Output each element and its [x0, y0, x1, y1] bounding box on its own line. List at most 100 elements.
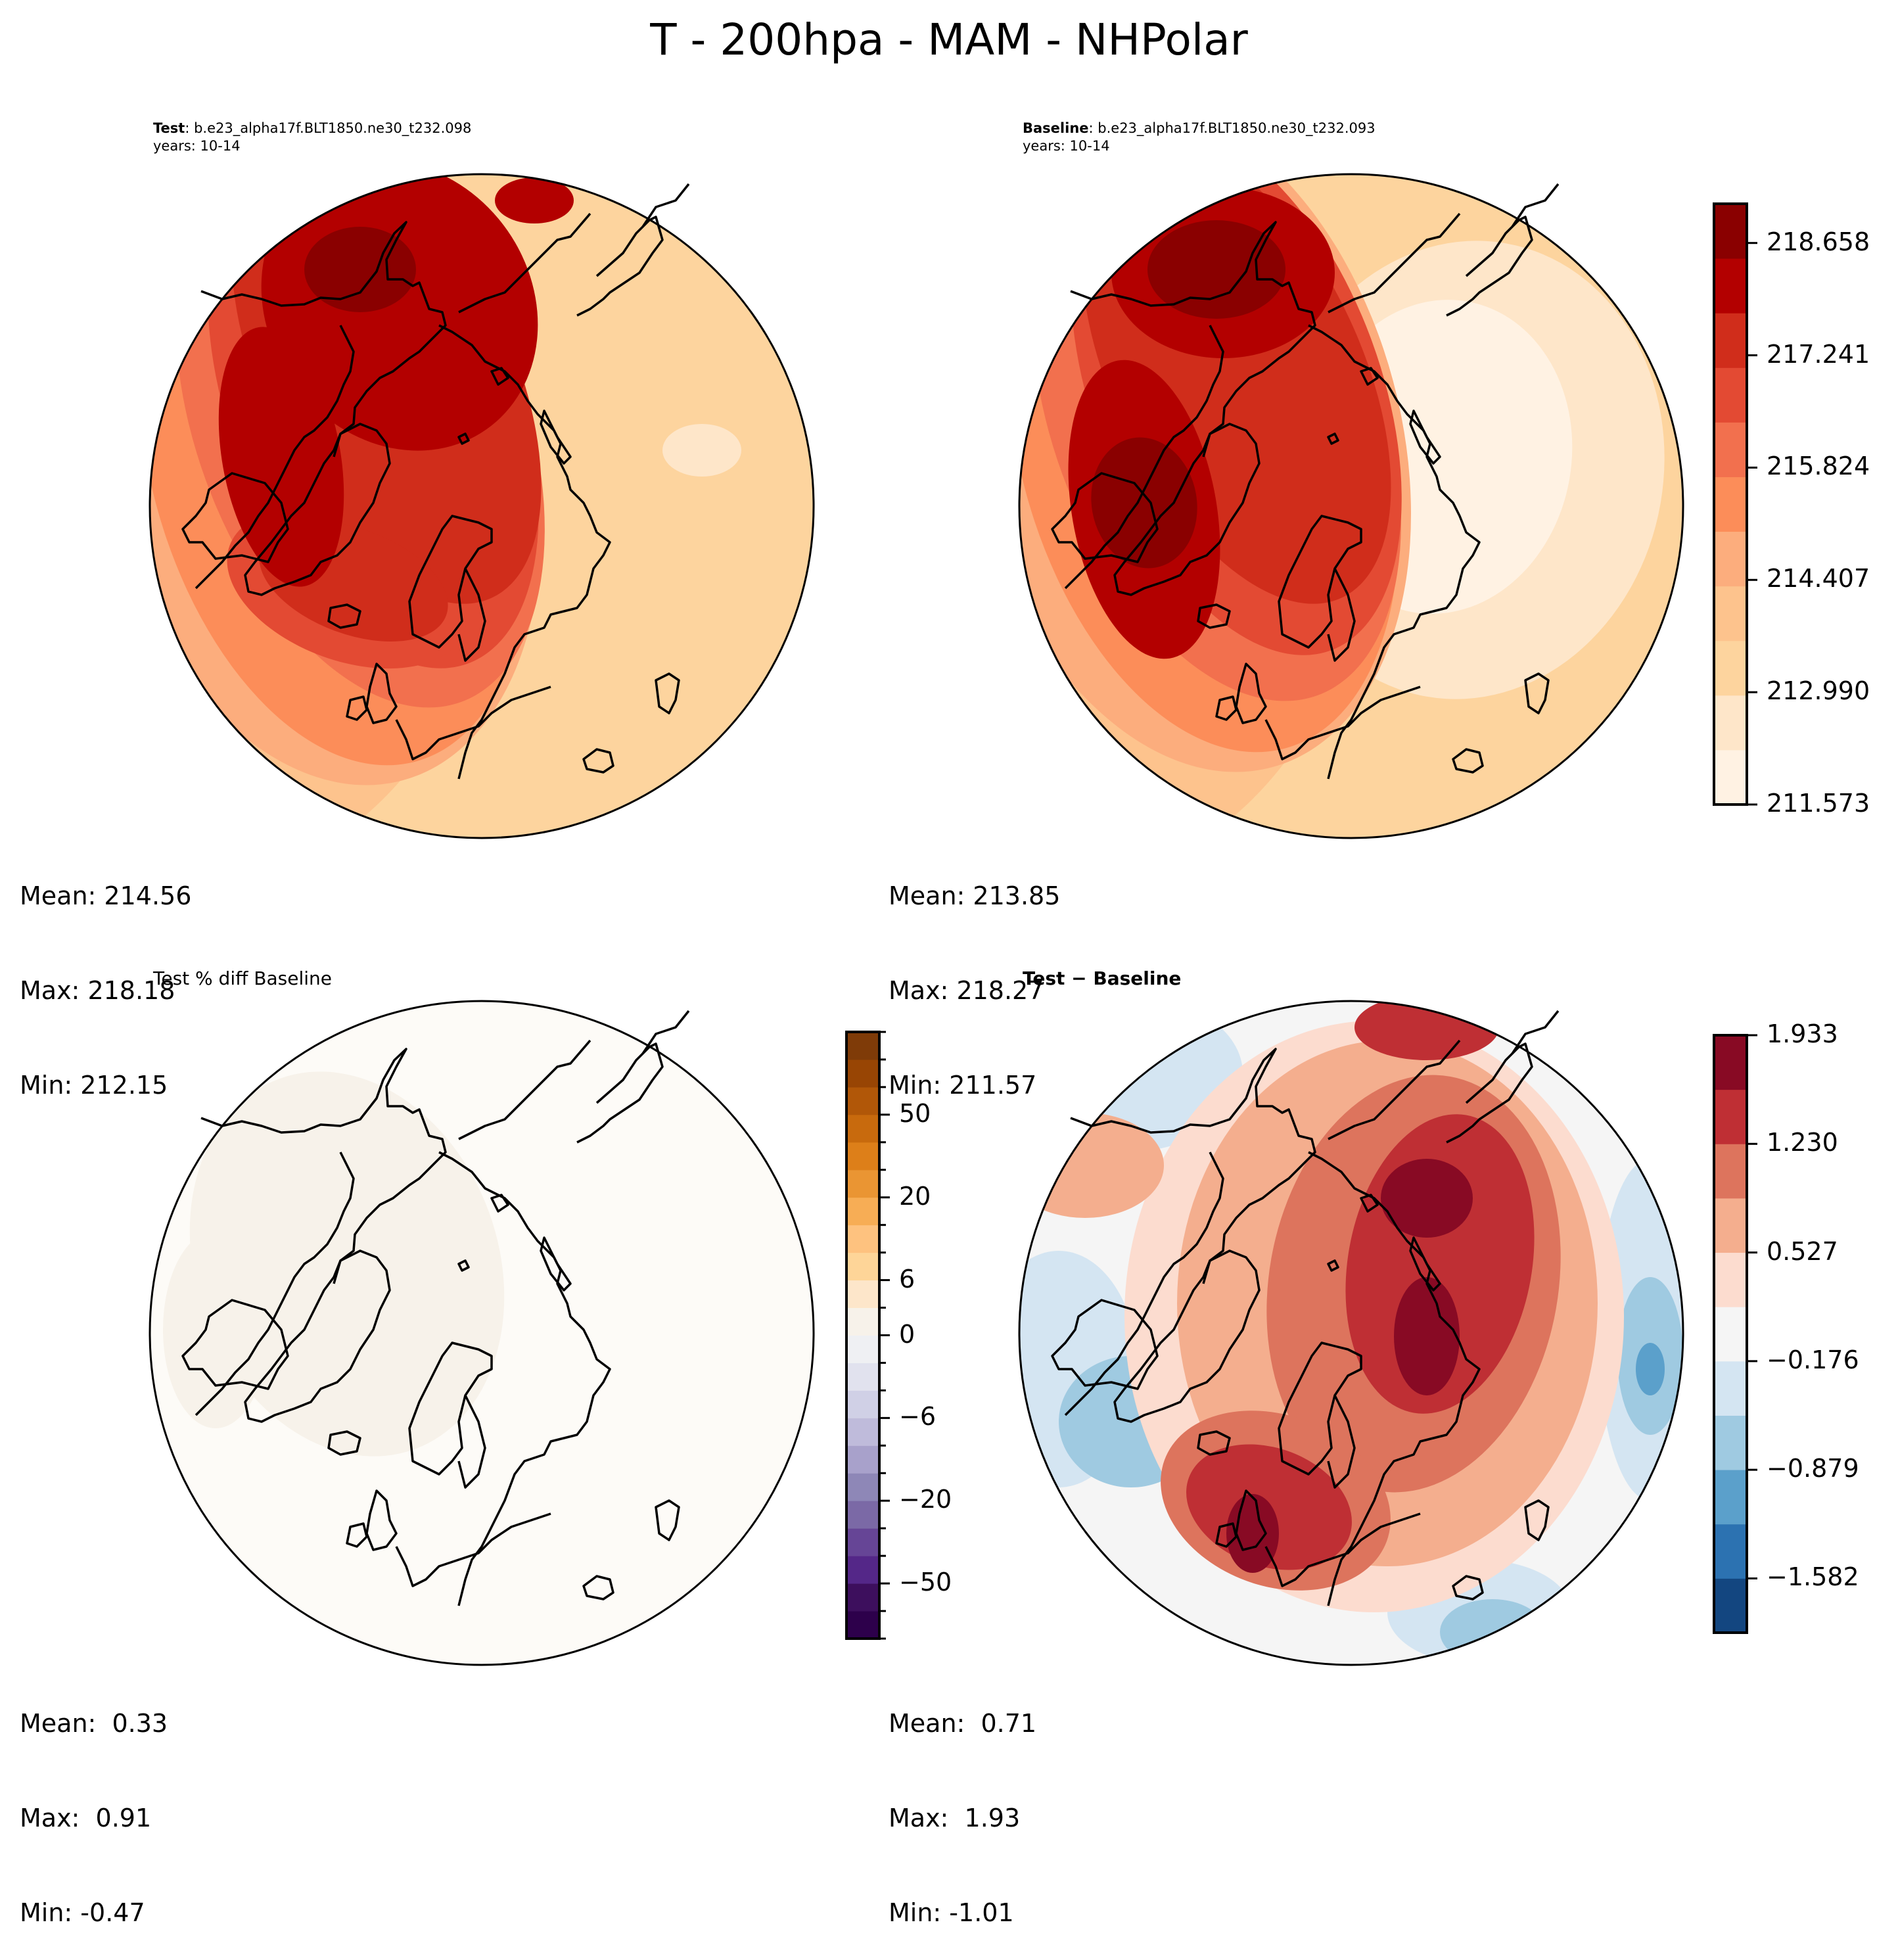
coastline [490, 1194, 509, 1213]
pctdiff-colorbar-swatch [846, 1583, 879, 1612]
test-label-bold: Test [153, 120, 185, 136]
pctdiff-colorbar-swatch [846, 1390, 879, 1418]
diff-colorbar-swatch [1714, 1415, 1747, 1470]
coastline [1235, 663, 1267, 724]
contour-region [163, 1231, 268, 1428]
baseline-label-bold: Baseline [1023, 120, 1089, 136]
map-boundary [1018, 1000, 1684, 1666]
pctdiff-colorbar-swatch [846, 1307, 879, 1336]
coastline [244, 423, 391, 596]
coastline [438, 324, 611, 780]
coastline [1511, 183, 1560, 227]
test-max: Max: 218.18 [20, 976, 175, 1005]
pctdiff-colorbar-swatch [846, 1501, 879, 1529]
diff-colorbar-tick-label: 0.527 [1767, 1236, 1838, 1266]
coastline [365, 1489, 398, 1551]
pctdiff-colorbar-swatch [846, 1335, 879, 1363]
coastline [1278, 515, 1362, 649]
diff-colorbar-swatch [1714, 1524, 1747, 1579]
coastline [1327, 1395, 1356, 1489]
coastline [1327, 1259, 1339, 1272]
temperature-colorbar-swatch [1714, 204, 1747, 259]
temperature-colorbar-tick-label: 215.824 [1767, 452, 1870, 481]
pctdiff-max: Max: 0.91 [20, 1804, 152, 1832]
coastline [395, 1512, 551, 1587]
contour-region [570, 319, 807, 713]
pctdiff-colorbar-swatch [846, 1142, 879, 1171]
coastline [1264, 686, 1421, 760]
pctdiff-colorbar-tick-label: 50 [899, 1098, 931, 1128]
coastline [181, 1299, 289, 1390]
pctdiff-colorbar-swatch [846, 1225, 879, 1253]
coastline [395, 686, 551, 760]
coastline [200, 221, 447, 457]
contour-region [304, 227, 416, 312]
diff-colorbar-swatch [1714, 1198, 1747, 1253]
coastline [576, 1042, 664, 1144]
coastline [1113, 1249, 1261, 1423]
coastline [1452, 748, 1484, 774]
coastline [195, 1152, 355, 1416]
coastline [408, 515, 493, 649]
test-map-field [150, 174, 814, 838]
pctdiff-colorbar-swatch [846, 1197, 879, 1226]
pctdiff-colorbar-swatch [846, 1445, 879, 1474]
coastline-layer [181, 183, 690, 780]
coastline [1308, 324, 1481, 780]
coastline [1446, 1042, 1533, 1144]
coastline [655, 672, 680, 714]
temperature-colorbar-swatch [1714, 640, 1747, 696]
pctdiff-colorbar-tick-label: −6 [899, 1402, 937, 1432]
temperature-colorbar-tick-label: 211.573 [1767, 789, 1870, 818]
coastline [1235, 1489, 1267, 1551]
baseline-panel-label: Baseline: b.e23_alpha17f.BLT1850.ne30_t2… [1023, 120, 1376, 155]
pctdiff-colorbar-swatch [846, 1252, 879, 1281]
coastline [1064, 325, 1224, 590]
coastline [1524, 672, 1550, 714]
pctdiff-colorbar-tick-label: −50 [899, 1568, 952, 1597]
coastline [655, 1499, 680, 1541]
diff-colorbar-swatch [1714, 1307, 1747, 1362]
coastline [346, 695, 368, 721]
diff-colorbar-swatch [1714, 1470, 1747, 1525]
contour-region [662, 424, 741, 477]
coastline [1452, 1575, 1484, 1600]
pctdiff-map [149, 1000, 815, 1666]
contour-region [1147, 220, 1285, 319]
coastline [327, 603, 361, 629]
pctdiff-colorbar-swatch [846, 1473, 879, 1501]
diff-colorbar-swatch [1714, 1361, 1747, 1416]
coastline [490, 367, 509, 386]
pctdiff-colorbar-swatch [846, 1032, 879, 1060]
coastline [1409, 1236, 1441, 1292]
coastline [1051, 472, 1159, 563]
coastline [458, 212, 591, 314]
coastline [1360, 367, 1379, 386]
temperature-colorbar-swatch [1714, 422, 1747, 477]
baseline-map [1018, 173, 1684, 839]
coastline [244, 1249, 391, 1423]
coastline [1197, 603, 1231, 629]
pctdiff-colorbar-swatch [846, 1611, 879, 1639]
test-panel-label: Test: b.e23_alpha17f.BLT1850.ne30_t232.0… [153, 120, 471, 155]
temperature-colorbar-tick-label: 218.658 [1767, 227, 1870, 256]
coastline-layer [1051, 183, 1560, 780]
temperature-colorbar-tick-label: 217.241 [1767, 339, 1870, 369]
coastline [582, 1575, 614, 1600]
coastline [457, 1395, 486, 1489]
coastline [327, 1430, 361, 1456]
coastline [195, 325, 355, 590]
diff-colorbar-tick-label: 1.230 [1767, 1128, 1838, 1157]
temperature-colorbar-swatch [1714, 477, 1747, 532]
pctdiff-colorbar-swatch [846, 1528, 879, 1556]
pctdiff-colorbar-tick-label: 20 [899, 1181, 931, 1211]
pctdiff-colorbar-swatch [846, 1114, 879, 1143]
coastline [1064, 1152, 1224, 1416]
coastline [540, 1236, 572, 1292]
baseline-label-case: : b.e23_alpha17f.BLT1850.ne30_t232.093 [1088, 120, 1376, 136]
coastline [365, 663, 398, 724]
coastline [641, 1010, 690, 1054]
contour-region [1381, 1159, 1473, 1238]
contour-region [1354, 1001, 1499, 1060]
pctdiff-panel-title: Test % diff Baseline [153, 968, 333, 989]
